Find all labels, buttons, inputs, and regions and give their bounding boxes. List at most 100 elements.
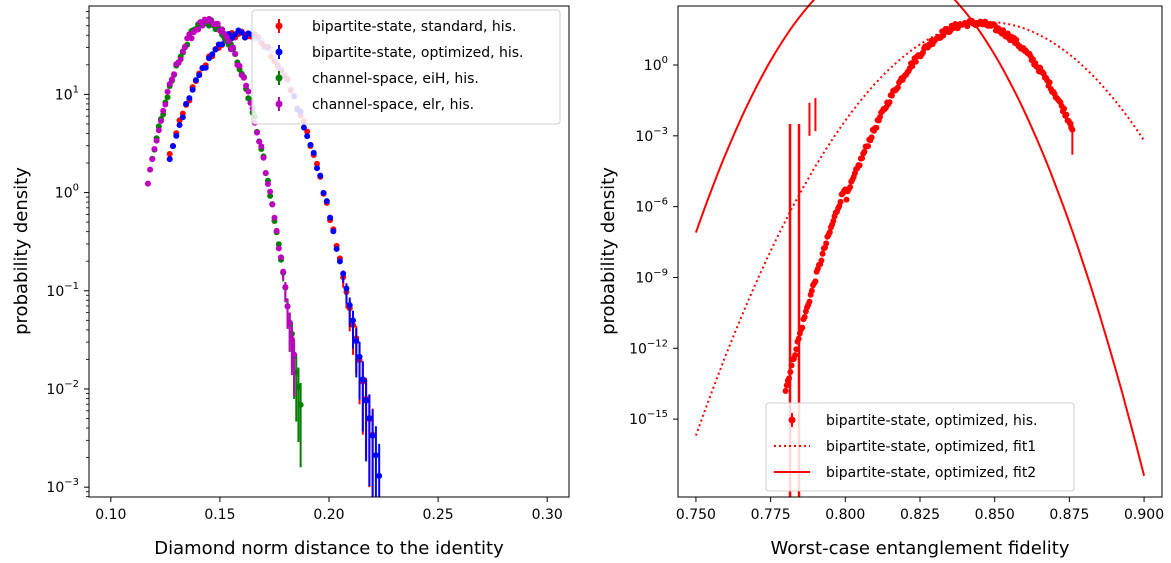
right-data-point: [1013, 36, 1020, 43]
left-legend-marker: [275, 74, 283, 82]
left-data-point: [260, 154, 267, 161]
right-x-axis-label: Worst-case entanglement fidelity: [770, 538, 1069, 559]
right-data-point: [799, 324, 806, 331]
left-data-point: [291, 351, 298, 358]
right-legend: bipartite-state, optimized, his. bipartit…: [765, 402, 1075, 492]
left-x-tick-label: 0.15: [204, 507, 235, 523]
left-y-tick-label: 101: [55, 84, 79, 103]
left-legend-marker: [275, 22, 283, 30]
left-data-point: [189, 86, 196, 93]
left-data-point: [183, 100, 190, 107]
left-data-point: [359, 376, 366, 383]
left-data-point: [171, 71, 178, 78]
left-data-point: [151, 145, 158, 152]
right-chart: 0.750 0.775 0.800 0.825 0.850 0.875 0.900 1001…: [598, 0, 1164, 559]
left-data-point: [346, 302, 353, 309]
left-x-axis-label: Diamond norm distance to the identity: [154, 538, 504, 559]
left-data-point: [304, 128, 311, 135]
left-data-point: [275, 245, 282, 252]
right-data-point: [888, 92, 895, 99]
left-data-point: [166, 151, 173, 158]
left-data-point: [212, 46, 219, 53]
right-data-point: [847, 184, 854, 191]
left-data-point: [225, 38, 232, 45]
left-data-point: [170, 143, 176, 150]
right-x-tick-label: 0.850: [975, 507, 1015, 523]
right-data-point: [818, 257, 825, 264]
left-chart: 0.10 0.15 0.20 0.25 0.30 10110010−110−210−3 …: [11, 5, 570, 559]
right-x-ticks: 0.750 0.775 0.800 0.825 0.850 0.875 0.900: [676, 497, 1164, 523]
left-data-point: [219, 41, 226, 48]
right-data-point: [812, 278, 819, 285]
left-data-point: [149, 156, 156, 163]
right-legend-label: bipartite-state, optimized, fit1: [826, 439, 1036, 455]
left-legend-label: bipartite-state, standard, his.: [312, 19, 516, 35]
right-data-point: [856, 162, 863, 169]
right-data-point: [819, 250, 826, 257]
left-data-point: [182, 43, 188, 50]
right-data-point: [826, 229, 833, 236]
right-data-point: [1046, 79, 1053, 86]
right-y-tick-label: 10−3: [635, 126, 668, 145]
left-data-point: [353, 337, 360, 344]
left-data-point: [238, 29, 245, 36]
left-data-point: [330, 228, 337, 235]
left-legend-marker: [275, 100, 283, 108]
left-data-point: [206, 55, 212, 62]
right-y-axis-label: probability density: [598, 167, 619, 335]
right-fit1-curve: [694, 20, 1145, 436]
left-x-tick-label: 0.20: [313, 507, 344, 523]
left-data-point: [214, 20, 221, 27]
right-data-point: [868, 134, 875, 141]
left-data-point: [202, 64, 209, 71]
left-data-point: [275, 241, 282, 248]
left-data-point: [314, 165, 320, 172]
left-y-axis-label: probability density: [11, 167, 32, 335]
left-data-point: [282, 284, 289, 291]
right-y-tick-label: 10−12: [629, 338, 668, 357]
left-data-point: [240, 74, 247, 81]
right-data-point: [912, 58, 919, 65]
left-y-ticks: 101 100 10−1 10−2 10−3: [46, 10, 89, 498]
left-data-point: [307, 141, 314, 148]
right-legend-marker: [788, 416, 796, 424]
left-data-point: [310, 149, 317, 156]
right-y-ticks: 100 10−3 10−6 10−9 10−12 10−15: [629, 55, 678, 428]
right-data-point: [861, 148, 868, 155]
left-data-point: [173, 132, 180, 139]
left-data-point: [300, 124, 307, 131]
right-data-point: [792, 352, 799, 359]
left-data-point: [376, 472, 383, 479]
left-data-point: [162, 101, 169, 108]
left-data-point: [340, 270, 347, 277]
right-data-point: [783, 382, 790, 389]
left-data-point: [164, 94, 171, 101]
right-x-tick-label: 0.825: [900, 507, 940, 523]
left-legend: bipartite-state, standard, his. bipartite…: [251, 9, 561, 125]
left-data-point: [356, 353, 363, 360]
right-data-point: [886, 99, 893, 106]
right-legend-label: bipartite-state, optimized, fit2: [826, 465, 1036, 481]
right-data-point: [830, 218, 837, 225]
left-data-point: [350, 317, 356, 324]
left-data-point: [267, 188, 274, 195]
right-x-tick-label: 0.875: [1049, 507, 1089, 523]
right-legend-items: bipartite-state, optimized, his. bipartit…: [774, 413, 1038, 481]
left-data-point: [278, 254, 284, 261]
right-y-tick-label: 10−6: [635, 197, 668, 216]
left-data-point: [304, 133, 311, 140]
right-data-point: [801, 313, 808, 320]
left-y-tick-label: 10−1: [46, 281, 79, 300]
left-legend-marker: [275, 48, 283, 56]
left-y-tick-label: 10−2: [46, 379, 79, 398]
right-data-point: [873, 124, 880, 131]
left-legend-label: channel-space, elr, his.: [312, 97, 474, 113]
left-legend-label: bipartite-state, optimized, his.: [312, 45, 524, 61]
left-data-point: [155, 127, 162, 134]
left-data-point: [369, 432, 376, 439]
right-data-point: [837, 198, 844, 205]
left-data-point: [177, 56, 184, 63]
right-data-point: [806, 298, 813, 305]
left-data-point: [254, 129, 260, 136]
